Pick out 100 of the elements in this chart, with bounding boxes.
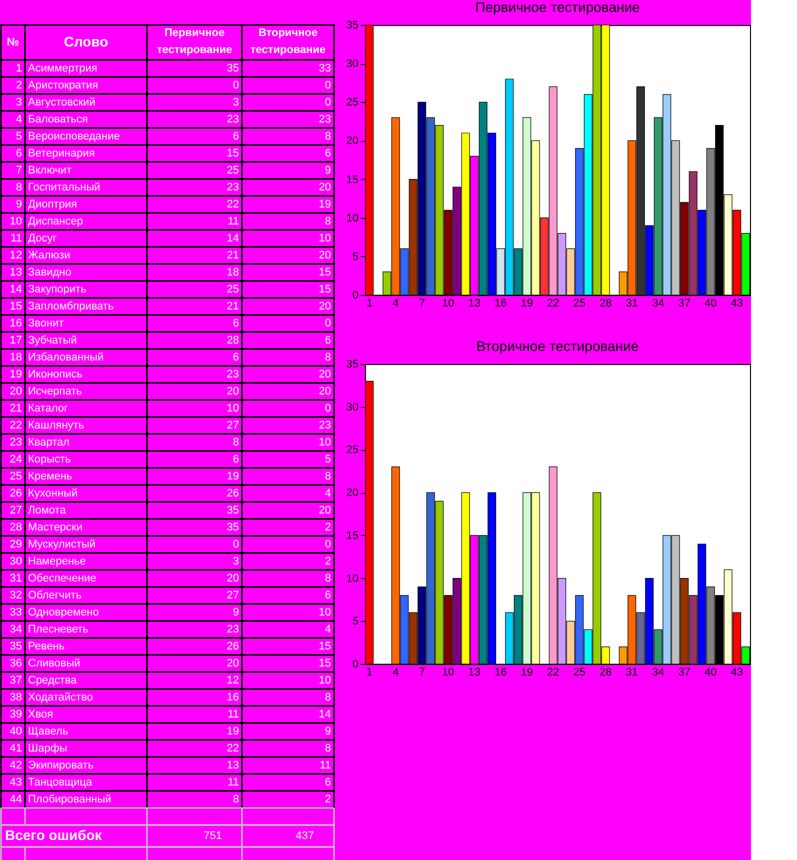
y2-tick-label: 11 (10, 232, 22, 244)
y2-tick-label: 43 (10, 776, 22, 788)
y-tick-label: Ветеринария (28, 148, 95, 160)
y-tick-label: 15 (346, 174, 358, 186)
y2-tick-label: 35 (10, 640, 22, 652)
data-label: 9 (324, 726, 331, 738)
chart-title: Вторичное тестирование (476, 338, 639, 354)
x-tick-label: 16 (494, 666, 507, 678)
data-label: 19 (226, 470, 239, 482)
y2-tick-label: 40 (10, 726, 22, 738)
data-label: 23 (226, 114, 239, 126)
data-label: 15 (226, 148, 239, 160)
y-tick-label: Госпитальный (28, 182, 100, 194)
x-tick-label: 40 (704, 666, 717, 678)
y2-tick-label: 39 (10, 708, 22, 720)
x-tick-label: 40 (704, 298, 717, 310)
data-label: 27 (226, 590, 239, 602)
y2-tick-label: 13 (10, 266, 22, 278)
x-tick-label: 19 (520, 666, 533, 678)
data-label: 6 (324, 776, 331, 788)
data-label: 4 (324, 624, 331, 636)
data-label: 8 (324, 470, 331, 482)
y-tick-label: Баловаться (28, 114, 88, 126)
x-tick-label: 34 (652, 666, 664, 678)
data-label: 35 (226, 62, 239, 74)
data-label: 6 (324, 334, 331, 346)
data-label: 11 (228, 776, 239, 788)
x-tick-label: 1 (366, 298, 372, 310)
x-tick-label: 25 (573, 298, 586, 310)
y2-tick-label: 33 (10, 606, 22, 618)
y-tick-label: Ходатайство (28, 692, 93, 704)
data-label: 20 (318, 386, 331, 398)
x-tick-label: 37 (678, 666, 690, 678)
data-label: 23 (318, 420, 331, 432)
data-label: 23 (226, 624, 239, 636)
x-tick-label: 22 (547, 666, 560, 678)
data-label: 4 (324, 488, 331, 500)
data-label: 8 (324, 742, 331, 754)
y2-tick-label: 18 (10, 352, 22, 364)
data-label: 20 (318, 250, 331, 262)
x-tick-label: 19 (520, 298, 533, 310)
y2-tick-label: 1 (16, 62, 22, 74)
data-label: 27 (226, 420, 239, 432)
data-label: 33 (318, 62, 331, 74)
y2-tick-label: 15 (10, 300, 22, 312)
text: Слово (64, 34, 108, 50)
data-label: 21 (226, 300, 239, 312)
y-tick-label: 0 (352, 290, 358, 302)
data-label: 20 (318, 300, 331, 312)
data-label: 20 (318, 368, 331, 380)
data-label: 8 (324, 692, 331, 704)
y-tick-label: Аристократия (28, 80, 98, 92)
y2-tick-label: 24 (10, 454, 22, 466)
y2-tick-label: 32 (10, 590, 22, 602)
y-tick-label: Августовский (28, 96, 96, 108)
data-label: 13 (226, 760, 239, 772)
data-label: 35 (226, 504, 239, 516)
data-label: 11 (228, 216, 239, 228)
x-tick-label: 4 (392, 298, 399, 310)
y-tick-label: Мастерски (28, 522, 83, 534)
y2-tick-label: 5 (16, 130, 22, 142)
y-tick-label: 30 (346, 401, 358, 414)
data-label: 10 (226, 402, 239, 414)
y2-tick-label: 25 (10, 470, 22, 482)
data-label: 25 (226, 284, 239, 296)
data-label: 11 (228, 708, 239, 720)
y-tick-label: Завидно (28, 266, 72, 278)
x-tick-label: 22 (547, 298, 560, 310)
data-label: 0 (324, 318, 331, 330)
data-label: 2 (324, 794, 331, 806)
data-label: 11 (320, 760, 331, 772)
y-tick-label: Одновремено (28, 606, 99, 618)
data-label: 23 (226, 182, 239, 194)
y-tick-label: 5 (352, 616, 358, 628)
data-label: 8 (324, 352, 331, 364)
y-tick-label: 10 (346, 572, 358, 585)
y-tick-label: Ломота (28, 504, 67, 516)
y2-tick-label: 34 (10, 624, 22, 636)
data-label: 6 (324, 148, 331, 160)
y-tick-label: Щавель (28, 726, 68, 738)
x-tick-label: 25 (573, 666, 586, 678)
y2-tick-label: 36 (10, 658, 22, 670)
y-tick-label: 35 (346, 358, 358, 370)
data-label: 22 (226, 742, 239, 754)
x-tick-label: 31 (626, 298, 638, 310)
x-tick-label: 31 (626, 666, 638, 678)
data-label: 8 (232, 436, 239, 448)
x-tick-label: 4 (392, 666, 399, 678)
data-label: 23 (226, 368, 239, 380)
x-tick-label: 13 (468, 666, 480, 678)
y2-tick-label: 16 (10, 318, 22, 330)
y-tick-label: 5 (352, 250, 358, 263)
y-tick-label: Исчерпать (28, 386, 82, 398)
y-tick-label: Диоптрия (28, 198, 77, 210)
data-label: 20 (226, 658, 239, 670)
data-label: 8 (232, 794, 239, 806)
y-tick-label: Шарфы (28, 742, 68, 754)
data-label: 20 (226, 386, 239, 398)
y-tick-label: Обеспечение (28, 572, 96, 584)
y-tick-label: Зубчатый (28, 334, 77, 346)
